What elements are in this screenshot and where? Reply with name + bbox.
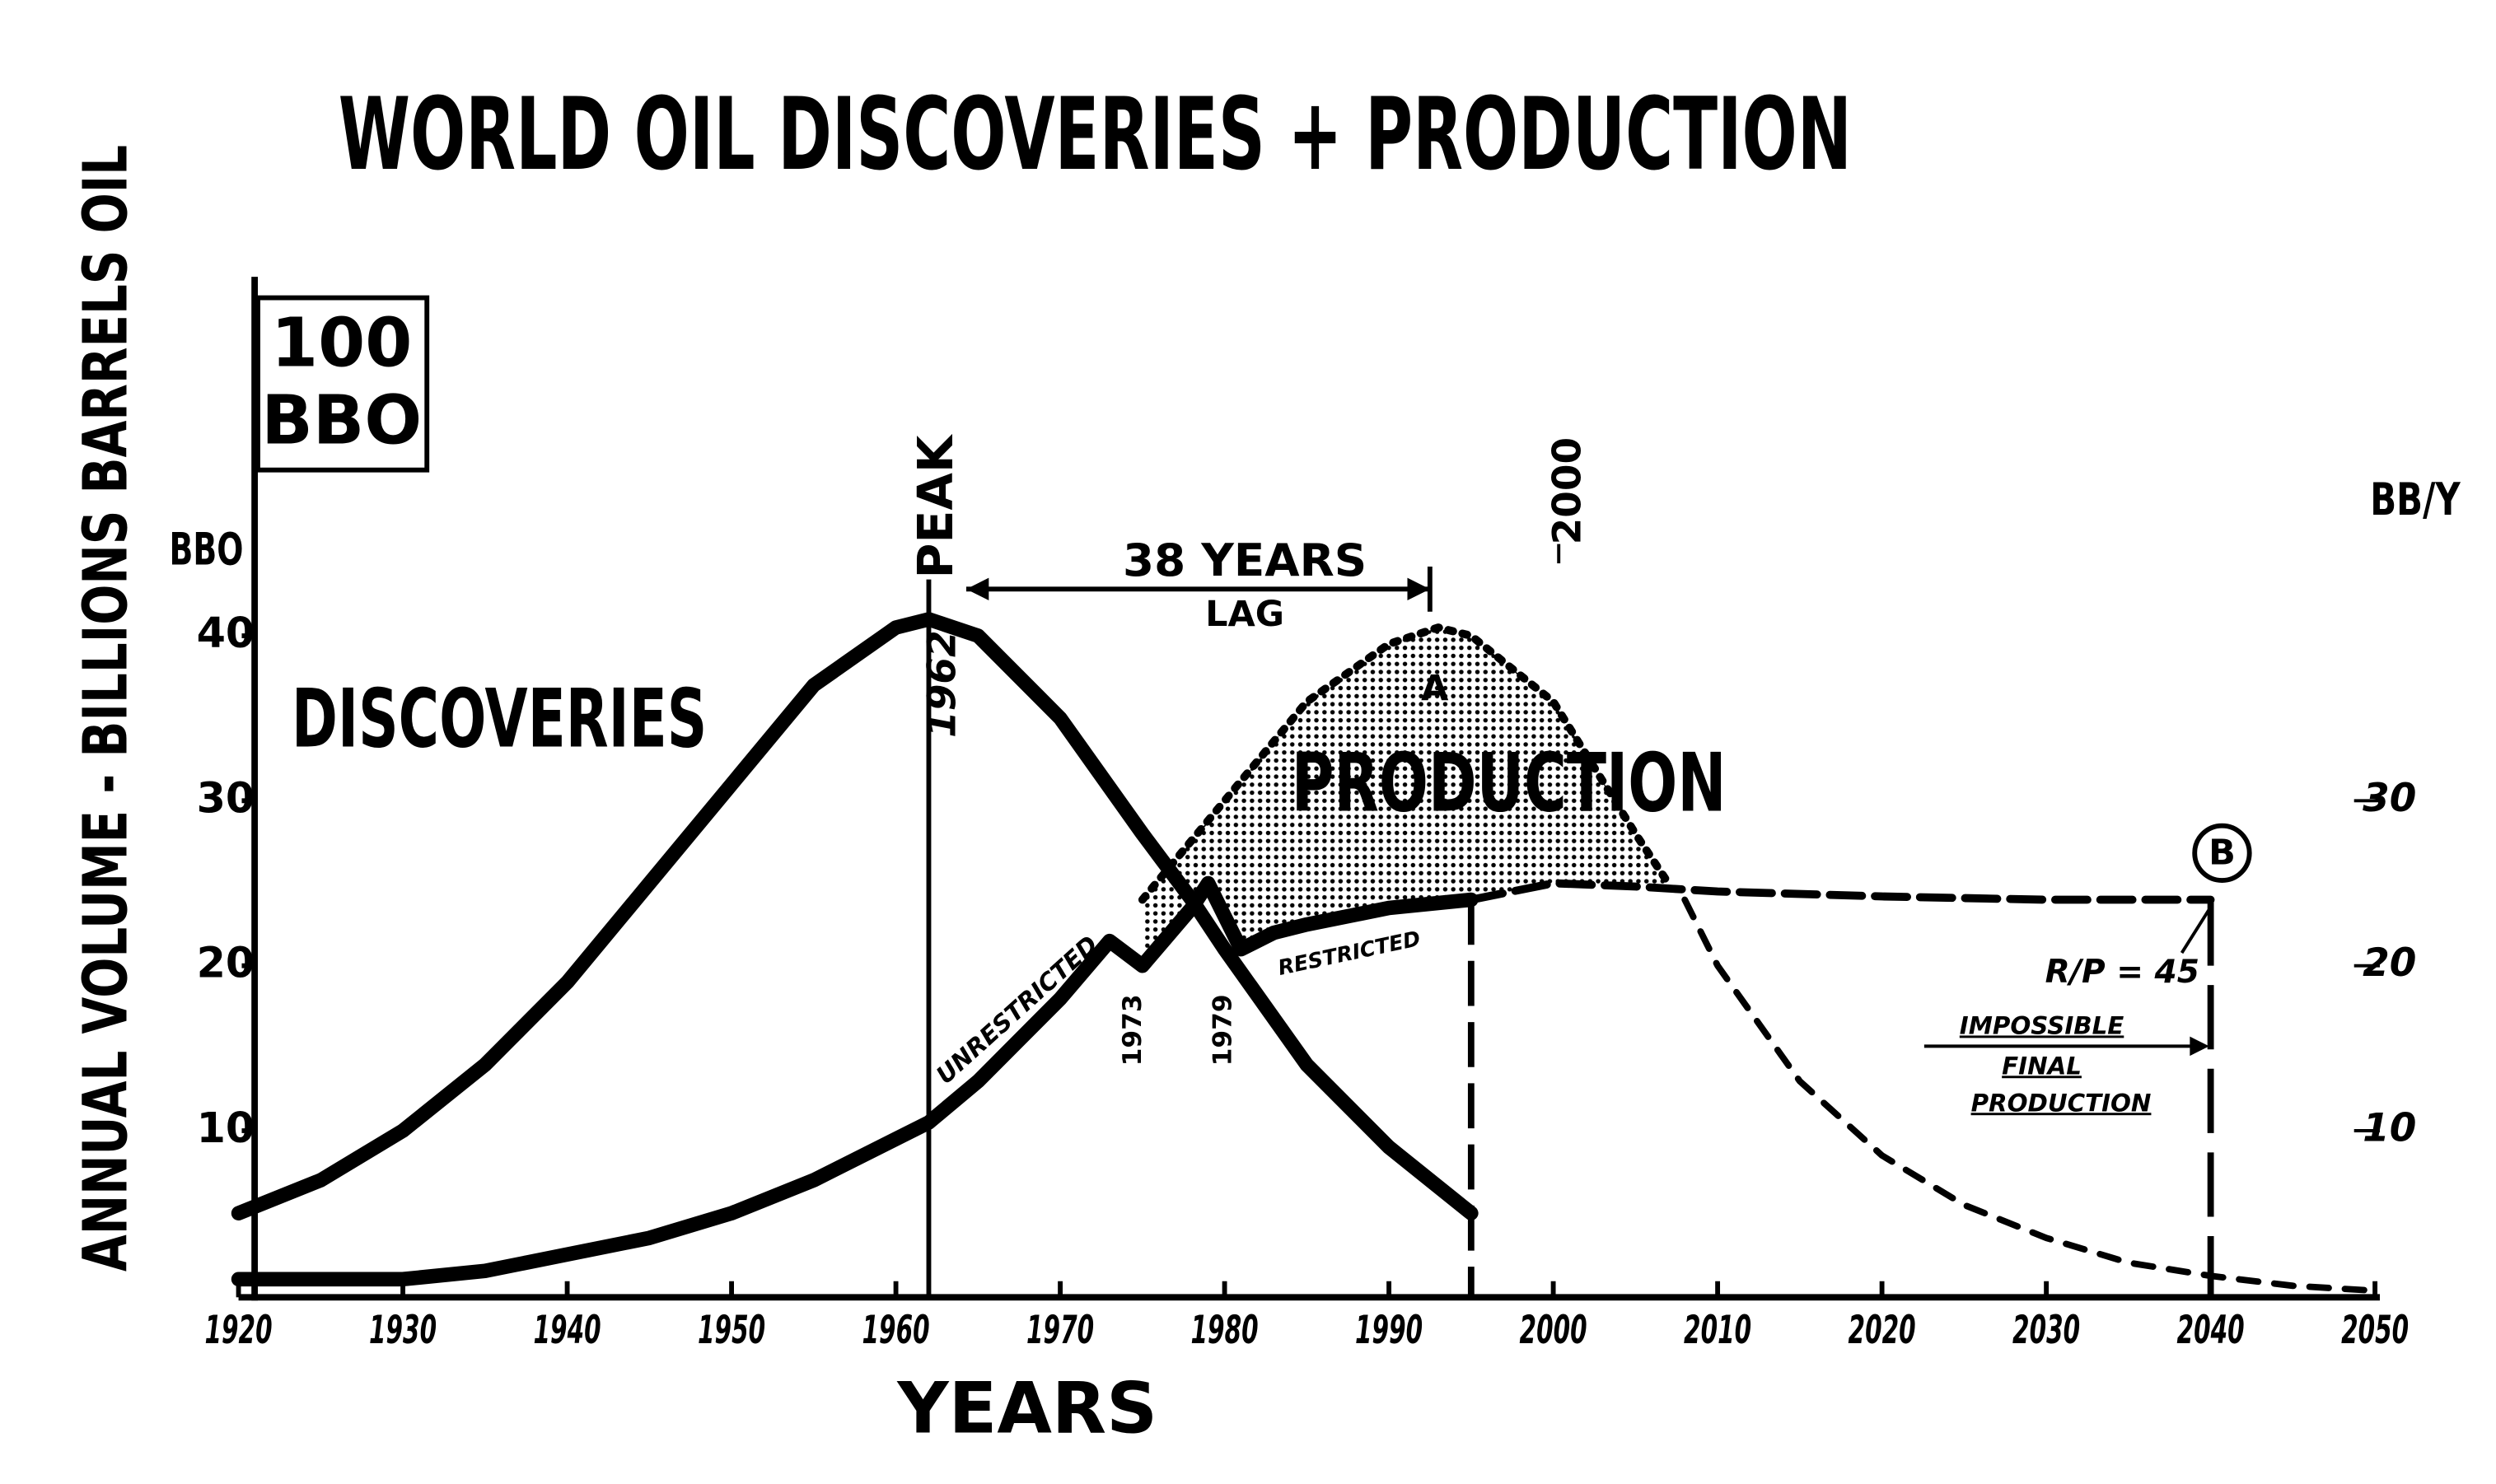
series-label: DISCOVERIES [292, 672, 707, 766]
circle-b [2192, 823, 2252, 884]
lag-label: LAG [1205, 594, 1284, 635]
peak-label: PEAK [908, 433, 964, 578]
point-a: A [1421, 668, 1449, 709]
production-label: PRODUCTION [1971, 1089, 2152, 1117]
x-axis-label: YEARS [896, 1367, 1157, 1449]
x-tick-label: 1940 [534, 1308, 601, 1353]
final-label: FINAL [2002, 1052, 2082, 1080]
y-axis-label: ANNUAL VOLUME - BILLIONS BARRELS OIL [70, 145, 142, 1272]
unrestricted-label: UNRESTRICTED [931, 931, 1103, 1090]
x-tick-label: 1980 [1191, 1308, 1259, 1353]
series-line [1138, 623, 1673, 904]
y2-tick-label: 10 [2363, 1105, 2416, 1150]
x-tick-label: 1990 [1355, 1308, 1423, 1353]
series-line [1681, 896, 2379, 1295]
event-1979: 1979 [1208, 994, 1238, 1066]
y-tick-label: 10 [197, 1104, 255, 1152]
series-line [1466, 879, 2215, 904]
series-line [231, 875, 1479, 1287]
y2-axis-unit: BB/Y [2370, 473, 2461, 525]
x-tick-label: 2040 [2177, 1308, 2245, 1353]
x-tick-label: 2010 [1684, 1308, 1751, 1353]
x-tick-label: 1920 [205, 1308, 273, 1353]
box-unit: BBO [261, 381, 422, 460]
y-tick-label: 20 [197, 939, 255, 987]
lag-years: 38 YEARS [1123, 534, 1367, 586]
rp-ratio: R/P = 45 [2045, 954, 2199, 991]
chart-title: WORLD OIL DISCOVERIES + PRODUCTION [339, 77, 1852, 193]
y-axis-unit: BBO [170, 523, 244, 576]
box-value: 100 [271, 305, 412, 383]
y2-tick-label: 20 [2363, 940, 2416, 986]
x-tick-label: 2030 [2012, 1308, 2080, 1353]
x-tick-label: 1960 [862, 1308, 930, 1353]
peak-year-label: 1962 [920, 630, 965, 738]
shaded-area [1142, 627, 1669, 966]
rp-arrow [2180, 908, 2211, 954]
y-tick-label: 30 [197, 773, 255, 822]
series-label: PRODUCTION [1292, 737, 1727, 831]
final-arrowhead [2190, 1036, 2209, 1057]
point-b: B [2209, 832, 2236, 873]
year-2000-label: 2000 [1545, 437, 1590, 545]
x-tick-label: 1970 [1026, 1308, 1094, 1353]
y2-tick-label: 30 [2363, 776, 2416, 821]
series-line [231, 612, 1479, 1220]
x-tick-label: 1950 [698, 1308, 765, 1353]
x-tick-label: 2000 [1520, 1308, 1587, 1353]
impossible-label: IMPOSSIBLE [1960, 1011, 2124, 1039]
x-tick-label: 1930 [369, 1308, 437, 1353]
y-tick-label: 40 [197, 609, 255, 657]
x-tick-label: 2050 [2341, 1308, 2409, 1353]
event-1973: 1973 [1118, 994, 1148, 1066]
x-tick-label: 2020 [1849, 1308, 1916, 1353]
